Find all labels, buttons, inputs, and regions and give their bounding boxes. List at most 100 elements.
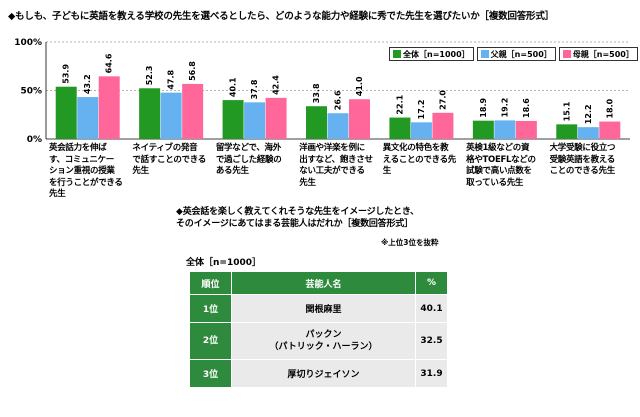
name-line: 厚切りジェイソン bbox=[287, 370, 360, 380]
data-label-all: 33.8 bbox=[312, 83, 321, 103]
rank-cell: 1位 bbox=[189, 294, 232, 323]
table-header-row: 順位 芸能人名 % bbox=[189, 271, 448, 295]
bar-father bbox=[577, 127, 599, 139]
data-label-mother: 41.0 bbox=[355, 76, 364, 96]
data-label-mother: 18.6 bbox=[522, 98, 531, 118]
category-label-line: 先生 bbox=[49, 189, 66, 199]
category-label-line: ことのできる先生 bbox=[549, 166, 616, 176]
data-label-all: 40.1 bbox=[229, 77, 238, 97]
bar-all bbox=[222, 100, 244, 139]
percent-cell: 32.5 bbox=[415, 322, 448, 360]
category-label-line: 試験で高い点数を bbox=[466, 166, 532, 176]
category-label-line: ション重視の授業 bbox=[49, 166, 115, 176]
category-label-line: えることのできる先生 bbox=[382, 154, 457, 177]
bar-father bbox=[327, 113, 349, 139]
data-label-all: 53.9 bbox=[62, 64, 71, 84]
data-label-mother: 27.0 bbox=[438, 90, 447, 110]
bar-father bbox=[494, 120, 516, 139]
bar-chart: 0% 50% 100% 53.9 43.2 64.6 52.3 47.8 56.8 40.1 37.… bbox=[14, 38, 630, 145]
bar-father bbox=[160, 92, 182, 139]
category-label: 異文化の特色を教 えることのできる先生 bbox=[383, 143, 462, 178]
y-tick-label: 100% bbox=[14, 38, 42, 48]
data-label-father: 12.2 bbox=[584, 104, 593, 124]
name-line: パックン bbox=[305, 330, 342, 340]
legend-item-all: 全体［n=1000］ bbox=[389, 47, 474, 61]
category-label-line: 先生 bbox=[132, 166, 149, 176]
data-label-father: 37.8 bbox=[250, 79, 259, 99]
name-cell: 関根麻里 bbox=[231, 294, 416, 323]
bar-all bbox=[472, 120, 494, 139]
category-label-line: 洋画や洋楽を例に bbox=[299, 143, 365, 153]
chart-legend: 全体［n=1000］ 父親［n=500］ 母親［n=500］ bbox=[389, 47, 638, 61]
data-label-mother: 42.4 bbox=[272, 75, 281, 95]
category-label: 大学受験に役立つ 受験英語を教える ことのできる先生 bbox=[550, 143, 629, 178]
question-2-title: ◆英会話を楽しく教えてくれそうな先生をイメージしたとき、 そのイメージにあてはま… bbox=[176, 206, 419, 230]
data-label-mother: 56.8 bbox=[188, 61, 197, 81]
bar-all bbox=[389, 117, 411, 139]
legend-label-mother: 母親［n=500］ bbox=[572, 49, 634, 59]
bar-father bbox=[244, 102, 266, 139]
data-label-father: 17.2 bbox=[417, 100, 426, 120]
data-label-father: 47.8 bbox=[167, 69, 176, 89]
category-label-line: 先生 bbox=[299, 177, 316, 188]
category-label-line: を行うことができる bbox=[49, 177, 123, 188]
category-label-line: 英会話力を伸ば bbox=[49, 143, 107, 153]
category-label-line: ある先生 bbox=[215, 166, 249, 176]
header-name: 芸能人名 bbox=[231, 271, 416, 295]
category-label-line: 受験英語を教える bbox=[549, 154, 616, 165]
category-label: 洋画や洋楽を例に 出すなど、飽きさせ ない工夫ができる 先生 bbox=[299, 143, 378, 189]
data-label-all: 52.3 bbox=[145, 66, 154, 86]
bar-all bbox=[55, 86, 77, 139]
bar-all bbox=[306, 106, 327, 139]
question-2-line-2: そのイメージにあてはまる芸能人はだれか［複数回答形式］ bbox=[176, 219, 413, 229]
question-2-line-1: ◆英会話を楽しく教えてくれそうな先生をイメージしたとき、 bbox=[176, 207, 419, 217]
bar-mother bbox=[98, 76, 120, 139]
bar-mother bbox=[265, 97, 287, 139]
data-label-father: 43.2 bbox=[83, 74, 92, 94]
legend-label-all: 全体［n=1000］ bbox=[403, 49, 470, 59]
category-label-line: 取っている先生 bbox=[466, 177, 524, 188]
bar-mother bbox=[432, 112, 454, 139]
rank-cell: 3位 bbox=[189, 359, 232, 388]
celebrity-ranking-table: 順位 芸能人名 % 1位 関根麻里 40.1 2位 パックン （パトリック・ハー… bbox=[189, 271, 448, 388]
bar-all bbox=[139, 88, 161, 139]
name-subline: （パトリック・ハーラン） bbox=[269, 342, 378, 352]
data-label-mother: 18.0 bbox=[605, 98, 614, 118]
bar-mother bbox=[515, 120, 537, 139]
question-1-title: ◆もしも、子どもに英語を教える学校の先生を選べるとしたら、どのような能力や経験に… bbox=[8, 11, 554, 22]
category-label-line: ネイティブの発音 bbox=[132, 143, 198, 153]
percent-cell: 31.9 bbox=[415, 359, 448, 388]
category-label-line: 英検1級などの資 bbox=[466, 143, 530, 153]
y-tick-label: 0% bbox=[27, 135, 42, 145]
bar-father bbox=[410, 122, 432, 139]
percent-cell: 40.1 bbox=[415, 294, 448, 323]
header-rank: 順位 bbox=[189, 271, 232, 295]
name-cell: 厚切りジェイソン bbox=[231, 359, 416, 388]
data-label-all: 18.9 bbox=[479, 97, 488, 117]
legend-swatch-all bbox=[393, 50, 401, 58]
rank-cell: 2位 bbox=[189, 322, 232, 360]
legend-swatch-mother bbox=[562, 50, 571, 58]
table-row: 1位 関根麻里 40.1 bbox=[189, 294, 448, 323]
name-cell: パックン （パトリック・ハーラン） bbox=[231, 322, 416, 360]
data-label-father: 26.6 bbox=[334, 90, 343, 110]
header-percent: % bbox=[415, 271, 448, 295]
extract-note: ※上位3位を抜粋 bbox=[381, 238, 439, 247]
legend-swatch-father bbox=[480, 50, 489, 58]
data-label-father: 19.2 bbox=[500, 98, 509, 118]
bar-mother bbox=[599, 121, 621, 139]
data-label-all: 22.1 bbox=[395, 94, 404, 114]
category-label-line: 留学などで、海外 bbox=[215, 143, 281, 153]
category-label-line: 出すなど、飽きさせ bbox=[299, 154, 373, 165]
category-label: 英検1級などの資 格やTOEFLなどの 試験で高い点数を 取っている先生 bbox=[466, 143, 545, 189]
category-label-line: で過ごした経験の bbox=[215, 154, 282, 165]
table-row: 2位 パックン （パトリック・ハーラン） 32.5 bbox=[189, 322, 448, 360]
name-line: 関根麻里 bbox=[305, 305, 342, 315]
y-tick-label: 50% bbox=[20, 87, 42, 97]
legend-label-father: 父親［n=500］ bbox=[490, 49, 552, 59]
category-label-line: で話すことのできる bbox=[132, 154, 206, 165]
legend-item-mother: 母親［n=500］ bbox=[558, 47, 638, 61]
category-label-line: ない工夫ができる bbox=[299, 166, 365, 176]
bar-mother bbox=[182, 83, 204, 139]
category-label: 留学などで、海外 で過ごした経験の ある先生 bbox=[216, 143, 295, 178]
